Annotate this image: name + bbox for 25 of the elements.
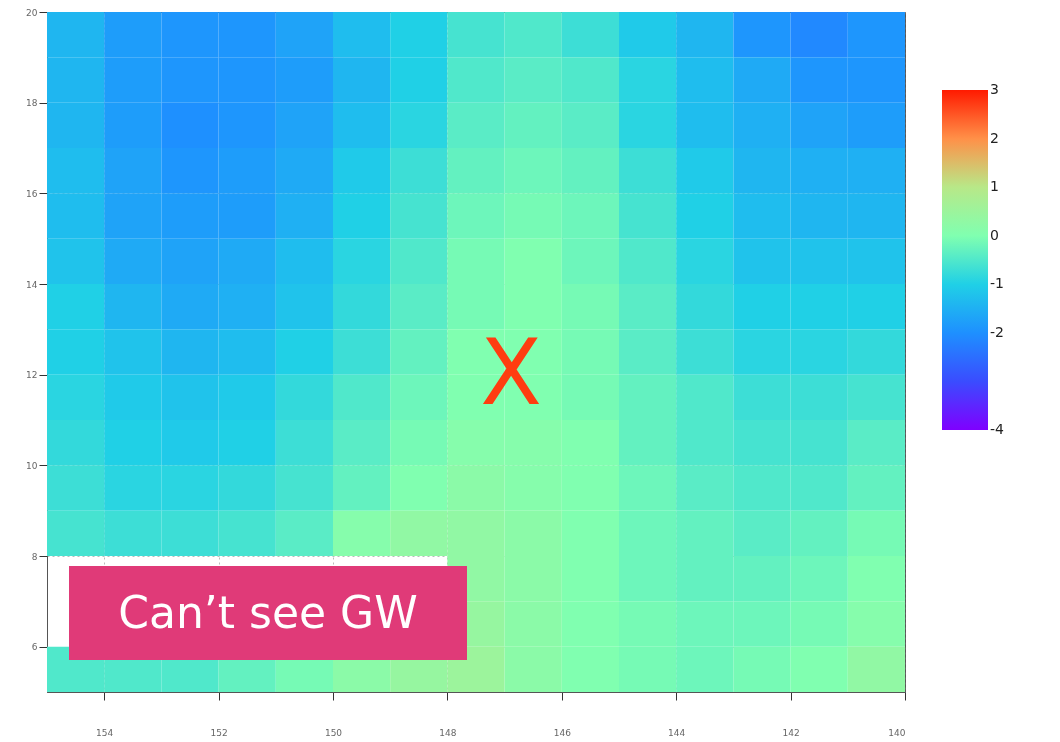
y-tick-label: 8	[31, 551, 38, 562]
y-tick-label: 12	[26, 370, 38, 381]
color-bar-label: -2	[990, 323, 1004, 340]
color-bar-label: 2	[990, 129, 999, 146]
x-tick-label: 152	[210, 727, 228, 738]
x-tick-label: 150	[324, 727, 343, 738]
y-tick-label: 20	[26, 7, 38, 18]
x-tick-label: 142	[782, 727, 800, 738]
annotation: X	[479, 319, 543, 427]
y-tick-label: 6	[31, 642, 38, 653]
y-tick-label: 10	[26, 460, 38, 471]
y-tick-label: 18	[26, 98, 38, 109]
x-tick-label: 146	[553, 727, 572, 738]
x-tick-label: 148	[439, 727, 457, 738]
color-bar-label: 1	[990, 178, 999, 195]
x-tick-label: 144	[668, 727, 686, 738]
color-bar-label: -1	[990, 275, 1004, 292]
color-bar-label: -4	[990, 421, 1005, 437]
x-tick-label: 154	[96, 727, 114, 738]
color-bar-label: 3	[990, 81, 999, 97]
color-bar-label: 0	[990, 226, 999, 243]
y-tick-label: 14	[26, 279, 38, 290]
y-tick-label: 16	[26, 188, 38, 199]
annotation: Can’t see GW	[69, 566, 467, 660]
x-tick-label: 140	[888, 727, 906, 738]
